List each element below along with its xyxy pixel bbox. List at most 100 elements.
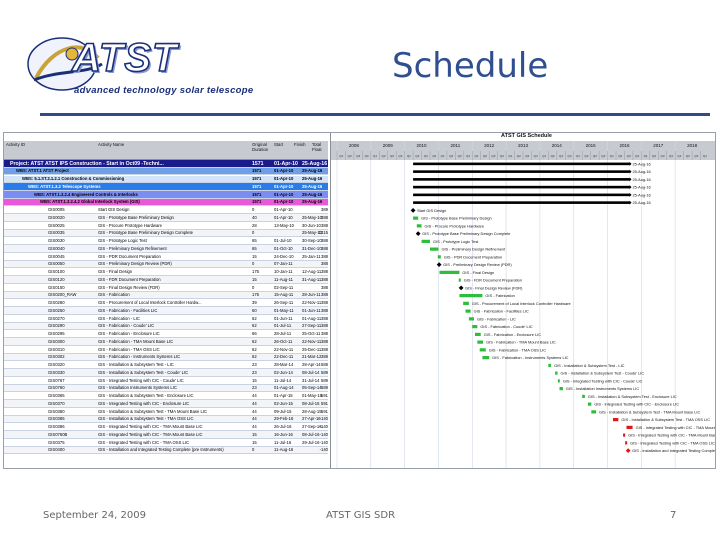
bar-label: 25-Aug-16: [633, 177, 651, 182]
bar-label: GIS - Fabrication - LIC: [477, 316, 516, 321]
table-row[interactable]: GIS0760 GIS - Installation Instruments Sy…: [4, 384, 328, 393]
table-row[interactable]: GIS0020 GIS - Prototype Base Preliminary …: [4, 214, 328, 222]
table-row[interactable]: GIS0370 GIS - Integrated Testing with CIC…: [4, 400, 328, 408]
table-row[interactable]: GIS0045 GIS - PDR Document Preparation 15 2…: [4, 253, 328, 261]
milestone-marker: [458, 285, 464, 291]
cell-finish: 01-Aug-11: [302, 315, 322, 321]
quarter-label: Q3: [458, 154, 462, 158]
table-row[interactable]: WBS: 5.1.ST.3.1.2.1 Construction & Commi…: [4, 175, 328, 184]
cell-id: GIS0045: [48, 253, 65, 259]
cell-name: GIS - Final Design: [98, 269, 133, 274]
quarter-label: Q1: [576, 154, 580, 158]
table-row[interactable]: GIS0005 Start GIS Design 0 01-Apr-10 389: [4, 207, 328, 215]
table-row[interactable]: GIS0035 GIS - Prototype Base Preliminary …: [4, 229, 328, 238]
quarter-label: Q1: [373, 154, 377, 158]
cell-dur: 15: [252, 439, 257, 445]
cell-id: GIS0005: [48, 207, 65, 212]
table-row[interactable]: WBS: ATST.1.3.2.4.2 Global Interlock Sys…: [4, 198, 328, 207]
table-row[interactable]: GIS0250 GIS - Fabrication - Facilities LI…: [4, 307, 328, 315]
table-row[interactable]: GIS0767 GIS - Integrated Testing with CIC…: [4, 377, 328, 385]
cell-finish: 25-Jan-11: [302, 253, 321, 259]
cell-total: 388: [321, 315, 328, 321]
cell-id: GIS0250: [48, 307, 65, 313]
quarter-label: Q4: [567, 154, 571, 158]
table-row[interactable]: GIS0400 GIS - Installation and Integrated…: [4, 446, 328, 455]
title-divider: [40, 113, 710, 116]
activity-bar: [413, 216, 419, 220]
table-row[interactable]: GIS0100 GIS - Final Design 175 10-Jan-11 12-…: [4, 269, 328, 277]
cell-name: WBS: ATST.1.3.2.4.2 Global Interlock Sys…: [40, 199, 140, 205]
cell-finish: 27-Apr-16: [302, 416, 321, 422]
bar-label: GIS - Fabrication - Enclosure LIC: [484, 332, 541, 337]
table-row[interactable]: GIS0290 GIS - Fabrication - Coude' LIC 62 0…: [4, 322, 328, 331]
cell-finish: 25-Aug-16: [302, 199, 323, 205]
cell-name: GIS - Installation & Subsystem Test - TM…: [98, 416, 194, 422]
activity-bar: [474, 332, 481, 336]
table-row[interactable]: GIS0295 GIS - Fabrication - Enclosure LIC…: [4, 331, 328, 339]
table-row[interactable]: GIS0330 GIS - Installation & Subsystem Te…: [4, 369, 328, 377]
table-row[interactable]: GIS0380 GIS - Installation & Subsystem Te…: [4, 408, 328, 416]
table-row[interactable]: GIS0025 GIS - Procure Prototype Hardware 2…: [4, 222, 328, 230]
cell-name: GIS - Fabrication - Instruments Systems …: [98, 354, 181, 360]
bar-label: GIS - Installation and Integrated Testin…: [632, 448, 716, 453]
table-row[interactable]: GIS0365 GIS - Installation & Subsystem Te…: [4, 393, 328, 401]
cell-total: 388: [321, 222, 328, 228]
activity-bar: [439, 270, 460, 274]
table-row[interactable]: GIS0270 GIS - Fabrication - LIC 62 01-Jun-1…: [4, 315, 328, 323]
cell-start: 10-Jan-11: [274, 269, 293, 274]
table-row[interactable]: GIS0310 GIS - Fabrication - TMA OSS LIC 62…: [4, 346, 328, 354]
cell-dur: 62: [252, 315, 257, 321]
table-row[interactable]: GIS0375 GIS - Integrated Testing with CIC…: [4, 439, 328, 447]
table-row[interactable]: GIS0280 GIS - Procurement of Local Interl…: [4, 300, 328, 308]
col-total-float: Total Float: [312, 142, 322, 152]
activity-bar: [477, 340, 484, 344]
cell-start: 01-Apr-10: [274, 214, 293, 220]
cell-dur: 62: [252, 323, 257, 329]
quarter-label: Q2: [415, 154, 419, 158]
activity-bar: [626, 425, 633, 429]
table-row[interactable]: GIS0150 GIS - Final Design Review (FDR) 0 0…: [4, 284, 328, 292]
bar-label: Start GIS Design: [417, 208, 446, 213]
table-row[interactable]: GIS0040 GIS - Preliminary Design Refineme…: [4, 245, 328, 253]
bar-label: 25-Aug-16: [633, 185, 651, 190]
cell-finish: 22-Nov-11: [302, 300, 322, 305]
summary-end-marker: [629, 161, 632, 166]
bar-label: GIS - Prototype Base Preliminary Design …: [422, 231, 510, 236]
timeline-header: [331, 141, 715, 160]
table-row[interactable]: GIS0760B GIS - Integrated Testing with CI…: [4, 431, 328, 439]
table-row[interactable]: WBS: ATST.1.3.2 Telescope Systems 1571 01-…: [4, 183, 328, 191]
table-row[interactable]: GIS0030 GIS - Prototype Logic Test 65 01-Ju…: [4, 238, 328, 246]
cell-name: GIS - Fabrication - Enclosure LIC: [98, 331, 160, 336]
cell-name: Project: ATST ATST IPS Construction - St…: [10, 160, 164, 167]
cell-id: GIS0386: [48, 424, 65, 429]
cell-name: GIS - Fabrication - TMA OSS LIC: [98, 346, 160, 352]
cell-total: 388: [321, 331, 328, 336]
summary-bar: [413, 193, 630, 197]
cell-id: GIS0150: [48, 284, 65, 290]
bar-label: GIS - Final Design: [462, 270, 494, 275]
col-start: Start: [274, 142, 284, 147]
table-row[interactable]: GIS0300 GIS - Fabrication - TMA Mount Bas…: [4, 338, 328, 346]
cell-total: -140: [319, 431, 328, 437]
table-row[interactable]: GIS0302 GIS - Fabrication - Instruments S…: [4, 353, 328, 362]
table-row[interactable]: GIS0120 GIS - FDR Document Preparation 15 1…: [4, 276, 328, 284]
bar-label: GIS - Installation & Subsystem Test - TM…: [599, 409, 700, 414]
table-row[interactable]: GIS0200_RAW GIS - Fabrication 175 15-Aug-11…: [4, 291, 328, 300]
cell-start: 28-Mar-14: [274, 362, 294, 367]
bar-label: GIS - Installation Instruments Systems L…: [566, 386, 639, 391]
bar-label: GIS - Fabrication - Facilities LIC: [474, 309, 529, 314]
cell-id: GIS0025: [48, 222, 65, 228]
cell-finish: 21-Mar-12: [302, 354, 322, 360]
table-row[interactable]: Project: ATST ATST IPS Construction - St…: [4, 160, 328, 168]
cell-name: GIS - Procurement of Local Interlock Con…: [98, 300, 202, 305]
cell-total: 388: [321, 269, 328, 274]
table-row[interactable]: WBS: ATST.1.3.2.4 Engineered Controls & …: [4, 191, 328, 199]
gantt-chart: 2008 Q1 Q2 Q3 Q4 2009 Q1 Q2 Q3 Q4 2010 Q1 Q2 Q3 Q4 2011…: [330, 133, 715, 468]
cell-finish: 31-Dec-10: [302, 245, 322, 251]
cell-dur: 65: [252, 238, 257, 243]
table-row[interactable]: GIS0386 GIS - Integrated Testing with CIC…: [4, 424, 328, 432]
table-row[interactable]: GIS0320 GIS - Installation & Subsystem Te…: [4, 362, 328, 370]
table-row[interactable]: GIS0385 GIS - Installation & Subsystem Te…: [4, 415, 328, 424]
table-row[interactable]: WBS: ATST.1 ATST Project 1571 01-Apr-10 25-…: [4, 167, 328, 176]
table-row[interactable]: GIS0050 GIS - Preliminary Design Review (…: [4, 260, 328, 269]
